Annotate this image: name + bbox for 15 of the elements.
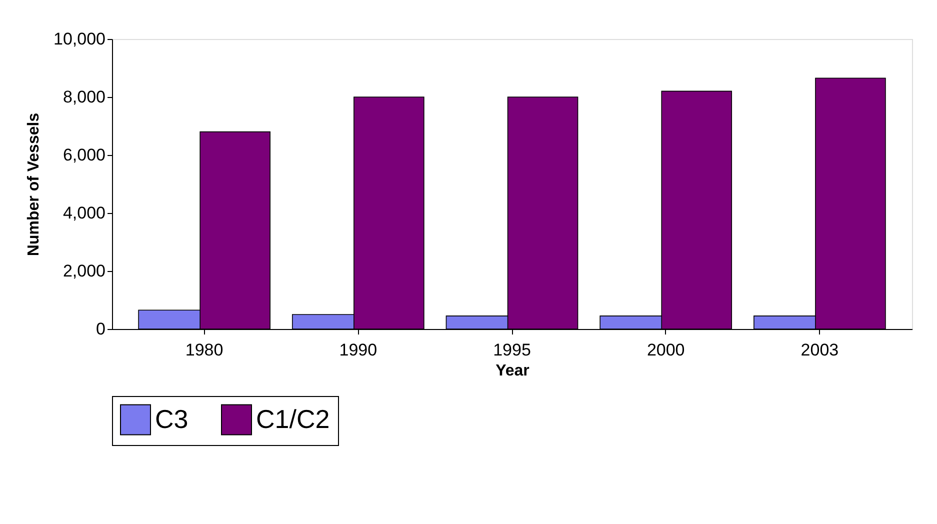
y-tick-label: 10,000	[54, 30, 106, 48]
y-tick-label: 8,000	[62, 88, 106, 106]
legend-label: C1/C2	[256, 404, 330, 434]
legend-label: C3	[155, 404, 188, 434]
x-tick-label: 2003	[800, 340, 839, 360]
x-tick-label: 2000	[646, 340, 685, 360]
y-tick-label: 4,000	[62, 204, 106, 222]
y-axis-title: Number of Vessels	[26, 112, 43, 256]
y-tick-label: 2,000	[62, 262, 106, 280]
x-tick-label: 1995	[493, 340, 531, 360]
y-tick-label: 6,000	[62, 146, 106, 164]
x-axis-title: Year	[496, 362, 530, 380]
x-tick-label: 1990	[339, 340, 378, 360]
x-tick-label: 1980	[185, 340, 224, 360]
y-tick-label: 0	[96, 320, 106, 338]
